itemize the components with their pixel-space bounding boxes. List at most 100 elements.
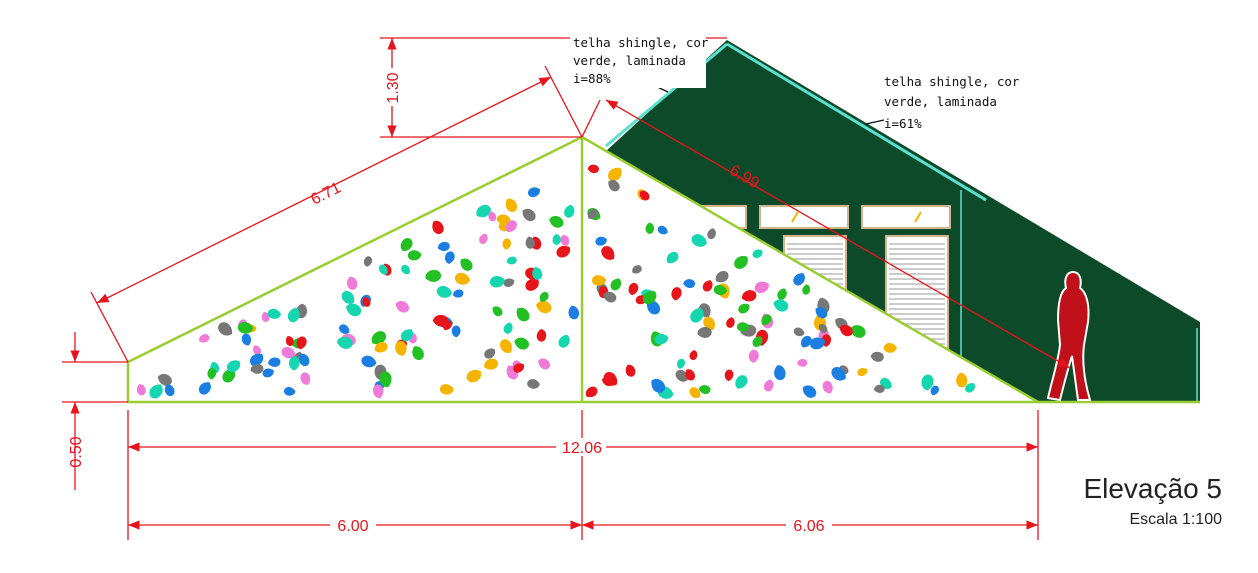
climbing-hold	[513, 363, 525, 373]
climbing-hold	[361, 355, 377, 368]
climbing-hold	[218, 322, 233, 336]
climbing-hold	[250, 353, 264, 367]
climbing-hold	[500, 339, 512, 354]
climbing-hold	[965, 383, 976, 393]
climbing-hold	[222, 368, 236, 383]
climbing-hold	[268, 357, 281, 367]
climbing-hold	[873, 384, 885, 393]
note-left-line1: telha shingle, cor	[573, 35, 709, 50]
climbing-hold	[252, 345, 261, 355]
dim-height-top: 1.30	[385, 72, 402, 103]
climbing-hold	[136, 384, 146, 396]
climbing-hold	[685, 369, 695, 381]
climbing-hold	[558, 334, 570, 348]
climbing-hold	[921, 374, 934, 391]
note-left-line3: i=88%	[573, 71, 611, 86]
climbing-hold	[527, 379, 540, 389]
climbing-hold	[261, 312, 270, 323]
climbing-hold	[149, 384, 163, 399]
climbing-hold	[556, 245, 571, 258]
climbing-hold	[241, 333, 252, 346]
climbing-hold	[284, 386, 296, 396]
climbing-hold	[587, 164, 599, 174]
dim-width-right: 6.06	[793, 518, 824, 535]
climbing-hold	[287, 307, 300, 323]
climbing-hold	[267, 308, 282, 319]
climbing-hold	[346, 303, 362, 317]
climbing-hold	[296, 336, 307, 350]
climbing-hold	[536, 329, 547, 342]
climbing-hold	[466, 369, 482, 383]
climbing-hold	[157, 373, 172, 386]
climbing-hold	[371, 331, 387, 345]
climbing-hold	[374, 341, 388, 353]
dim-total-width: 12.06	[562, 440, 602, 457]
climbing-hold	[536, 300, 552, 314]
climbing-hold	[395, 301, 409, 313]
climbing-hold	[516, 307, 530, 322]
drawing-title: Elevação 5	[1083, 473, 1222, 504]
climbing-hold	[300, 372, 311, 385]
climbing-hold	[822, 380, 833, 394]
climbing-hold	[763, 379, 774, 392]
climbing-hold	[285, 336, 294, 347]
climbing-hold	[585, 386, 598, 398]
climbing-hold	[199, 334, 210, 343]
climbing-hold	[549, 216, 564, 228]
climbing-hold	[603, 372, 618, 386]
climbing-hold	[774, 365, 786, 381]
clerestory-window	[759, 205, 849, 229]
climbing-hold	[339, 324, 350, 334]
note-right-line2: verde, laminada	[884, 94, 997, 109]
note-right-line1: telha shingle, cor	[884, 74, 1020, 89]
climbing-hold	[587, 209, 598, 219]
climbing-hold	[560, 235, 570, 246]
climbing-hold	[412, 346, 424, 361]
roof-note-left: telha shingle, cor verde, laminada i=88%	[570, 34, 709, 88]
dim-height-base: 0.50	[68, 436, 85, 467]
climbing-hold	[514, 337, 529, 350]
climbing-hold	[164, 384, 175, 397]
note-left-line2: verde, laminada	[573, 53, 686, 68]
climbing-hold	[735, 375, 748, 389]
climbing-hold	[336, 336, 353, 349]
climbing-hold	[930, 385, 939, 396]
climbing-hold	[857, 368, 868, 377]
climbing-hold	[802, 385, 817, 398]
drawing-scale: Escala 1:100	[1129, 511, 1222, 528]
dim-width-left: 6.00	[337, 518, 368, 535]
climbing-hold	[400, 329, 413, 342]
climbing-hold	[484, 348, 496, 359]
climbing-hold	[262, 368, 274, 378]
climbing-hold	[564, 204, 575, 218]
climbing-hold	[831, 366, 846, 381]
climbing-hold	[651, 379, 666, 393]
climbing-hold	[689, 387, 701, 399]
climbing-hold	[552, 233, 561, 245]
climbing-hold	[724, 369, 734, 382]
climbing-hold	[592, 275, 607, 286]
climbing-hold	[451, 325, 461, 338]
climbing-hold	[956, 372, 968, 388]
climbing-hold	[237, 321, 254, 334]
climbing-hold	[207, 367, 217, 380]
climbing-hold	[492, 306, 503, 317]
climbing-hold	[289, 356, 300, 371]
climbing-hold	[226, 360, 241, 373]
roof-note-right: telha shingle, cor verde, laminada i=61%	[884, 74, 1020, 131]
climbing-hold	[568, 305, 579, 320]
climbing-hold	[484, 358, 499, 370]
climbing-hold	[281, 346, 296, 359]
climbing-hold	[538, 358, 550, 370]
climbing-hold	[298, 353, 310, 366]
climbing-hold	[379, 371, 392, 388]
climbing-hold	[503, 322, 513, 334]
climbing-hold	[595, 236, 607, 246]
climbing-hold	[198, 382, 211, 395]
dimension-labels: 12.06 6.00 6.06 1.30 0.50 6.71 6.99	[68, 68, 832, 535]
climbing-hold	[443, 320, 452, 331]
climbing-hold	[395, 340, 407, 356]
dim-slope-left: 6.71	[308, 179, 344, 208]
note-right-line3: i=61%	[884, 116, 922, 131]
